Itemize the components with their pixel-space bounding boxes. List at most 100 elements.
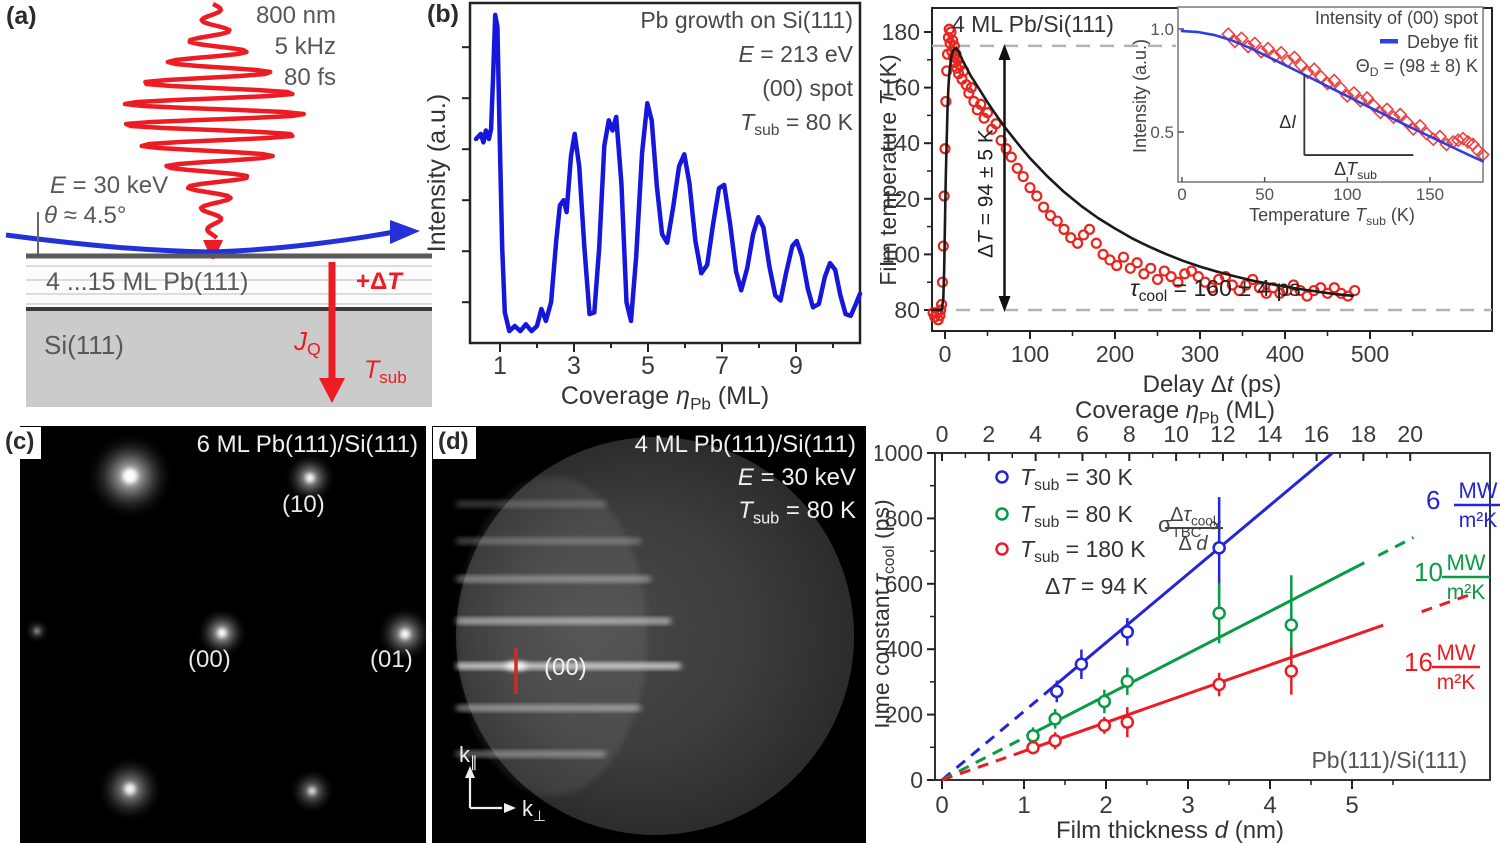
y-tick-label: 120 bbox=[882, 186, 920, 212]
fit-line bbox=[1027, 561, 1365, 738]
panel-c-label: (c) bbox=[0, 427, 42, 459]
inset-data-point bbox=[1346, 85, 1361, 100]
top-tick-label: 6 bbox=[1076, 421, 1089, 447]
spot-index-label: (01) bbox=[370, 646, 413, 673]
electron-beam-icon bbox=[5, 229, 395, 255]
data-point bbox=[1051, 215, 1063, 227]
data-point bbox=[1097, 248, 1109, 260]
top-tick-label: 20 bbox=[1397, 421, 1423, 447]
inset-data-point bbox=[1327, 73, 1342, 88]
data-point bbox=[1287, 279, 1300, 291]
legend-marker-icon bbox=[995, 470, 1009, 484]
heat-current-arrowhead-icon bbox=[319, 378, 345, 403]
data-point bbox=[1284, 618, 1299, 632]
data-point bbox=[1138, 268, 1150, 280]
data-point bbox=[1212, 541, 1226, 555]
rheed-pattern-image: (00) 4 ML Pb(111)/Si(111) E = 30 keV Tsub =… bbox=[432, 426, 866, 843]
fit-line bbox=[1023, 623, 1384, 753]
inset-x-tick-label: 0 bbox=[1177, 185, 1186, 204]
heat-current-label: JQ bbox=[294, 326, 321, 359]
x-tick-label: 1 bbox=[493, 352, 507, 380]
top-tick-label: 0 bbox=[936, 421, 949, 447]
y-tick-label: 400 bbox=[885, 636, 923, 662]
arrowhead-up-icon bbox=[998, 44, 1011, 60]
leed-pattern-image: (10) (00) (01) 6 ML Pb(111)/Si(111) bbox=[20, 426, 426, 843]
y-tick-label: 80 bbox=[894, 297, 920, 323]
diffuse-glow bbox=[457, 476, 647, 796]
x-tick-label: 4 bbox=[1263, 792, 1276, 819]
inset-data-point bbox=[1360, 90, 1375, 106]
inset-data-point bbox=[1455, 131, 1471, 146]
inset-data-point bbox=[1460, 134, 1476, 149]
y-axis-label: Film temperature T (K) bbox=[880, 54, 901, 285]
data-point bbox=[1349, 284, 1361, 297]
data-point bbox=[1185, 265, 1198, 277]
conductance-unit-numerator: MW bbox=[1446, 550, 1485, 575]
top-tick-label: 18 bbox=[1351, 421, 1377, 447]
x-tick-label: 400 bbox=[1266, 341, 1304, 367]
spot-index-label: (10) bbox=[282, 491, 325, 518]
top-tick-label: 2 bbox=[982, 421, 995, 447]
data-point bbox=[1192, 271, 1204, 283]
k-perp-label: k⊥ bbox=[522, 796, 546, 825]
top-tick-label: 8 bbox=[1123, 421, 1136, 447]
data-point bbox=[1124, 262, 1136, 274]
inset-frame bbox=[1177, 6, 1484, 183]
conductance-value-label: 6 bbox=[1426, 485, 1440, 515]
fit-line bbox=[1377, 536, 1415, 557]
top-tick-label: 4 bbox=[1029, 421, 1042, 447]
data-point bbox=[947, 34, 959, 46]
x-axis-label: Coverage ηPb (ML) bbox=[561, 382, 769, 414]
growth-oscillations-chart: 1 3 5 7 9 Pb growth on Si(111) E = 213 eV (00) … bbox=[425, 1, 863, 414]
conductance-unit-denominator: m²K bbox=[1437, 671, 1476, 694]
laser-parameters: 800 nm 5 kHz 80 fs bbox=[196, 0, 336, 93]
data-point bbox=[1083, 223, 1096, 235]
fit-line bbox=[941, 686, 1054, 782]
legend-marker-icon bbox=[995, 542, 1009, 556]
y-tick-label: 180 bbox=[882, 19, 920, 45]
data-point bbox=[1077, 229, 1090, 241]
inset-y-tick-label: 1.0 bbox=[1150, 20, 1174, 39]
annotation-line: Tsub = 80 K bbox=[740, 109, 853, 139]
conductance-unit-denominator: m²K bbox=[1459, 509, 1498, 532]
x-tick-label: 300 bbox=[1181, 341, 1219, 367]
y-tick-label: 800 bbox=[885, 505, 923, 531]
x-tick-label: 2 bbox=[1099, 792, 1112, 819]
legend-label: Tsub = 30 K bbox=[1020, 464, 1133, 494]
x-axis-label: Film thickness d (nm) bbox=[1056, 817, 1284, 843]
x-tick-label: 200 bbox=[1096, 341, 1134, 367]
plot-title: 4 ML Pb/Si(111) bbox=[952, 11, 1114, 37]
diffraction-spot bbox=[217, 628, 227, 638]
inset-data-point bbox=[1287, 50, 1302, 65]
panel-d-annotation: E = 30 keV bbox=[738, 464, 856, 491]
arrowhead-up-icon bbox=[465, 766, 475, 778]
inset-data-point bbox=[1247, 36, 1262, 51]
x-tick-label: 1 bbox=[1017, 792, 1030, 819]
inset-title: Intensity of (00) spot bbox=[1315, 8, 1478, 28]
inset-data-point bbox=[1393, 107, 1408, 122]
inset-data-point bbox=[1307, 62, 1322, 77]
laser-wavelength: 800 nm bbox=[255, 2, 336, 29]
debye-fit-curve bbox=[1180, 29, 1485, 163]
diffraction-streak bbox=[456, 576, 651, 582]
data-point bbox=[1024, 182, 1036, 194]
fit-line bbox=[1421, 591, 1476, 614]
data-point bbox=[1233, 284, 1245, 297]
data-point bbox=[963, 87, 975, 99]
top-tick-label: 10 bbox=[1163, 421, 1189, 447]
y-tick-label: 200 bbox=[885, 702, 923, 728]
inset-data-point bbox=[1475, 147, 1490, 162]
si-substrate-block bbox=[26, 311, 432, 407]
conductance-unit-denominator: m²K bbox=[1447, 581, 1486, 604]
exponential-fit-curve bbox=[931, 46, 1355, 312]
data-point bbox=[941, 65, 953, 77]
panel-d-annotation: 4 ML Pb(111)/Si(111) bbox=[635, 431, 856, 458]
data-point bbox=[975, 98, 987, 110]
panel-d-label: (d) bbox=[433, 427, 476, 459]
data-point bbox=[1328, 282, 1340, 294]
data-point bbox=[1120, 715, 1135, 729]
debye-temperature-label: ΘD = (98 ± 8) K bbox=[1356, 56, 1478, 79]
x-tick-label: 3 bbox=[567, 352, 581, 380]
system-label: Pb(111)/Si(111) bbox=[1311, 747, 1467, 773]
